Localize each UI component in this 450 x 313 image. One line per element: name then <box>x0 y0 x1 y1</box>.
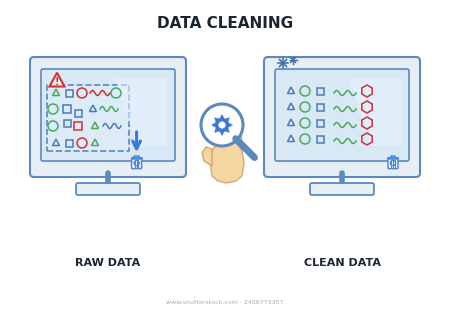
Polygon shape <box>50 73 64 86</box>
Polygon shape <box>202 147 212 166</box>
Bar <box>316 136 324 142</box>
Polygon shape <box>210 138 244 183</box>
FancyBboxPatch shape <box>30 57 186 177</box>
FancyBboxPatch shape <box>264 57 420 177</box>
Bar <box>131 158 142 159</box>
Polygon shape <box>212 115 233 136</box>
Text: www.shutterstock.com · 2456773357: www.shutterstock.com · 2456773357 <box>166 300 284 305</box>
FancyBboxPatch shape <box>131 158 142 169</box>
Circle shape <box>219 122 225 128</box>
Bar <box>63 120 71 126</box>
Bar <box>47 85 129 151</box>
Bar <box>66 90 72 96</box>
FancyBboxPatch shape <box>275 69 409 161</box>
Bar <box>63 105 71 113</box>
Circle shape <box>222 129 234 141</box>
Circle shape <box>214 131 226 143</box>
FancyBboxPatch shape <box>388 158 398 169</box>
Bar <box>316 88 324 95</box>
Text: CLEAN DATA: CLEAN DATA <box>303 258 381 268</box>
Bar <box>74 122 82 130</box>
Polygon shape <box>348 78 400 146</box>
Bar <box>75 110 81 116</box>
Circle shape <box>230 132 242 143</box>
Bar <box>316 120 324 126</box>
Bar <box>66 140 72 146</box>
FancyBboxPatch shape <box>310 183 374 195</box>
Text: DATA CLEANING: DATA CLEANING <box>157 16 293 30</box>
Bar <box>388 158 398 159</box>
Text: !: ! <box>55 77 59 87</box>
Text: RAW DATA: RAW DATA <box>76 258 140 268</box>
Polygon shape <box>114 78 166 146</box>
FancyBboxPatch shape <box>76 183 140 195</box>
FancyBboxPatch shape <box>41 69 175 161</box>
Circle shape <box>201 104 243 146</box>
Bar <box>316 104 324 110</box>
